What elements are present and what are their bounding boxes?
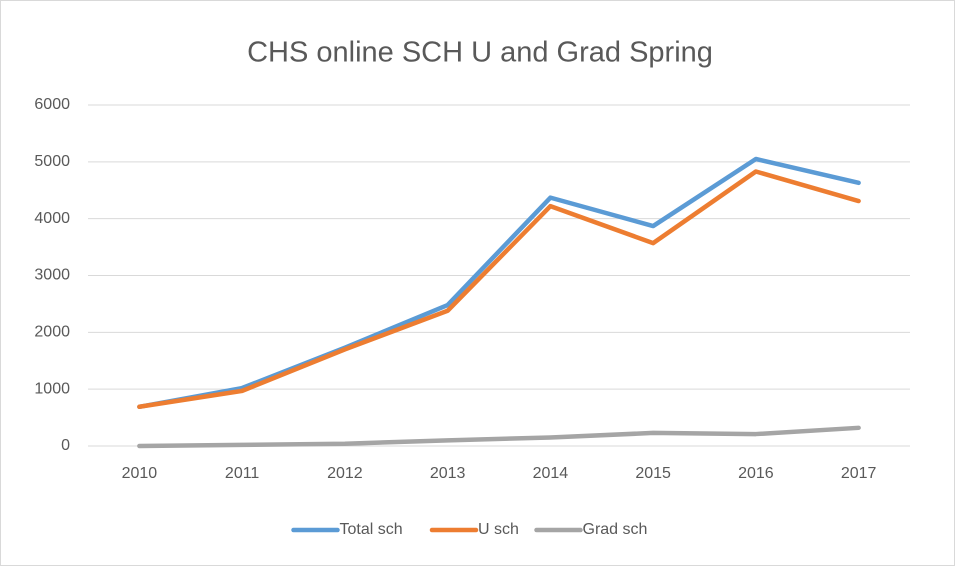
series-line: [137, 156, 861, 410]
legend-label: Grad sch: [583, 521, 648, 538]
legend-label: U sch: [478, 521, 519, 538]
x-tick-label: 2013: [430, 465, 466, 482]
x-tick-label: 2016: [738, 465, 774, 482]
y-tick-label: 1000: [34, 380, 70, 397]
series-line: [137, 425, 861, 449]
chart-title: CHS online SCH U and Grad Spring: [247, 37, 713, 69]
y-tick-label: 5000: [34, 153, 70, 170]
y-tick-label: 4000: [34, 210, 70, 227]
x-tick-label: 2011: [225, 465, 260, 482]
y-tick-label: 0: [61, 437, 70, 454]
y-tick-label: 2000: [34, 324, 70, 341]
x-tick-label: 2010: [122, 465, 158, 482]
legend-label: Total sch: [340, 521, 403, 538]
x-tick-label: 2017: [841, 465, 877, 482]
series-line: [137, 169, 861, 410]
x-tick-label: 2012: [327, 465, 363, 482]
y-tick-label: 6000: [34, 96, 70, 113]
x-tick-label: 2014: [533, 465, 569, 482]
y-tick-label: 3000: [34, 267, 70, 284]
x-tick-label: 2015: [635, 465, 671, 482]
